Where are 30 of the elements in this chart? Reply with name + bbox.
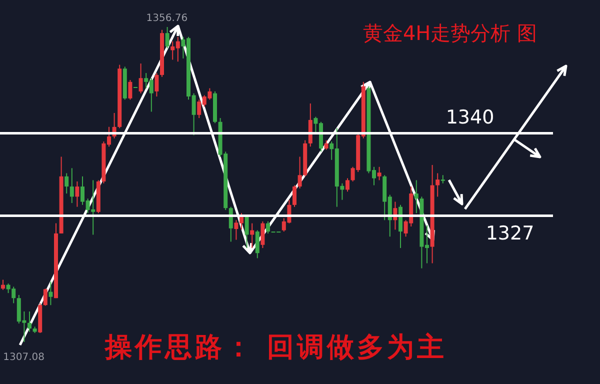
candlestick <box>377 166 382 181</box>
ref-line-label: 1340 <box>446 106 494 128</box>
chart-title: 黄金4H走势分析 图 <box>362 21 538 45</box>
candlestick <box>298 156 302 189</box>
candlestick <box>250 222 254 249</box>
candlestick <box>43 288 48 306</box>
candlestick <box>324 140 328 150</box>
candlestick <box>128 80 132 100</box>
candlestick <box>308 102 312 148</box>
annotation: 1356.76 <box>146 13 188 24</box>
candlestick <box>154 72 159 97</box>
candlestick <box>70 168 74 204</box>
candlestick <box>346 178 350 192</box>
candlestick <box>28 310 32 332</box>
candlestick <box>266 220 270 234</box>
candlestick <box>165 27 170 49</box>
ref-line-label: 1327 <box>486 222 534 245</box>
candlestick <box>138 63 143 94</box>
annotation: 操作思路： 回调做多为主 <box>104 332 448 363</box>
candlestick <box>48 281 53 306</box>
candlestick <box>260 220 265 249</box>
candlestick <box>292 184 296 208</box>
candlestick <box>414 180 418 214</box>
annotation: 1307.08 <box>3 352 45 363</box>
candlestick <box>244 214 249 249</box>
candlestick <box>1 279 5 290</box>
candlestick <box>64 172 69 194</box>
candlestick <box>255 230 260 259</box>
candlestick <box>436 172 440 198</box>
candlestick <box>75 180 80 208</box>
